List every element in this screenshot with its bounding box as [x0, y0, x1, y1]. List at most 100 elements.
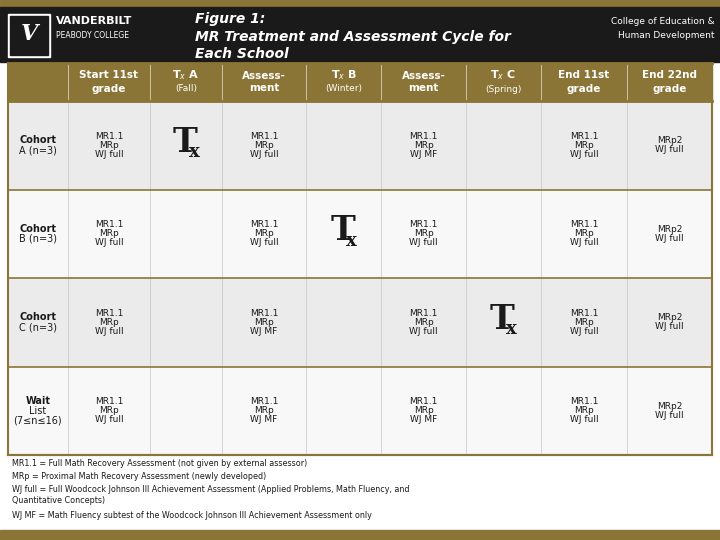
- Text: MRp: MRp: [414, 230, 433, 238]
- Text: WJ full: WJ full: [570, 327, 598, 336]
- Text: MRp: MRp: [414, 318, 433, 327]
- Text: MRp2: MRp2: [657, 136, 682, 145]
- Text: x: x: [506, 320, 517, 338]
- Text: MRp: MRp: [574, 141, 594, 150]
- Text: Figure 1:: Figure 1:: [195, 12, 265, 26]
- Text: MRp: MRp: [99, 230, 119, 238]
- Text: (Fall): (Fall): [175, 84, 197, 93]
- Text: MRp2: MRp2: [657, 313, 682, 322]
- Text: Cohort: Cohort: [19, 135, 56, 145]
- Text: WJ full: WJ full: [655, 411, 684, 420]
- Text: MRp: MRp: [414, 141, 433, 150]
- Text: MR1.1: MR1.1: [410, 220, 438, 230]
- Text: MRp = Proximal Math Recovery Assessment (newly developed): MRp = Proximal Math Recovery Assessment …: [12, 472, 266, 481]
- Text: WJ MF: WJ MF: [251, 327, 278, 336]
- Text: MR1.1: MR1.1: [250, 397, 278, 406]
- Bar: [8, 367, 712, 455]
- Text: WJ full: WJ full: [95, 415, 123, 424]
- Bar: [8, 278, 712, 367]
- Text: MRp: MRp: [254, 406, 274, 415]
- Text: C (n=3): C (n=3): [19, 322, 57, 332]
- Text: WJ full: WJ full: [95, 327, 123, 336]
- Bar: [0, 530, 720, 540]
- Text: WJ MF: WJ MF: [410, 415, 437, 424]
- Text: WJ full: WJ full: [655, 145, 684, 154]
- Text: grade: grade: [567, 84, 601, 94]
- Bar: [8, 63, 712, 101]
- Text: Cohort: Cohort: [19, 224, 56, 234]
- Text: Assess-
ment: Assess- ment: [242, 71, 286, 93]
- Text: MR1.1: MR1.1: [95, 309, 123, 318]
- Text: MRp: MRp: [99, 141, 119, 150]
- Text: List: List: [30, 406, 47, 416]
- Text: PEABODY COLLEGE: PEABODY COLLEGE: [56, 30, 129, 39]
- Text: T$_x$ C: T$_x$ C: [490, 68, 516, 82]
- Text: WJ full: WJ full: [409, 238, 438, 247]
- Text: grade: grade: [92, 84, 126, 94]
- Text: MR1.1: MR1.1: [410, 132, 438, 141]
- Text: MRp: MRp: [254, 141, 274, 150]
- Text: MRp: MRp: [254, 318, 274, 327]
- Text: MRp: MRp: [99, 318, 119, 327]
- Text: End 11st: End 11st: [558, 70, 610, 80]
- Text: MR Treatment and Assessment Cycle for: MR Treatment and Assessment Cycle for: [195, 30, 511, 44]
- Text: MR1.1: MR1.1: [410, 309, 438, 318]
- Bar: [0, 7, 720, 62]
- Text: (Spring): (Spring): [485, 84, 521, 93]
- Text: MRp: MRp: [574, 230, 594, 238]
- Bar: [0, 0, 720, 7]
- Bar: [8, 14, 50, 57]
- Text: MRp: MRp: [574, 406, 594, 415]
- Text: A (n=3): A (n=3): [19, 145, 57, 156]
- Text: T$_x$ A: T$_x$ A: [172, 68, 199, 82]
- Text: WJ full: WJ full: [95, 238, 123, 247]
- Text: WJ full: WJ full: [95, 150, 123, 159]
- Text: x: x: [346, 232, 357, 249]
- Text: WJ full: WJ full: [570, 415, 598, 424]
- Text: WJ full: WJ full: [570, 150, 598, 159]
- Bar: [8, 101, 712, 190]
- Text: WJ MF = Math Fluency subtest of the Woodcock Johnson III Achievement Assessment : WJ MF = Math Fluency subtest of the Wood…: [12, 511, 372, 520]
- Text: x: x: [189, 143, 199, 161]
- Text: MR1.1: MR1.1: [95, 132, 123, 141]
- Text: MR1.1: MR1.1: [570, 132, 598, 141]
- Text: B (n=3): B (n=3): [19, 234, 57, 244]
- Text: WJ full: WJ full: [655, 322, 684, 331]
- Text: grade: grade: [652, 84, 687, 94]
- Text: MR1.1: MR1.1: [410, 397, 438, 406]
- Bar: [8, 190, 712, 278]
- Text: WJ MF: WJ MF: [251, 415, 278, 424]
- Text: MR1.1: MR1.1: [250, 220, 278, 230]
- Text: MR1.1: MR1.1: [250, 132, 278, 141]
- Text: WJ full: WJ full: [409, 327, 438, 336]
- Text: End 22nd: End 22nd: [642, 70, 697, 80]
- Text: T$_x$ B: T$_x$ B: [330, 68, 357, 82]
- Text: MRp: MRp: [254, 230, 274, 238]
- Text: Quantitative Concepts): Quantitative Concepts): [12, 496, 105, 505]
- Text: MR1.1: MR1.1: [570, 397, 598, 406]
- Text: WJ full: WJ full: [250, 150, 278, 159]
- Text: (7≤n≤16): (7≤n≤16): [14, 416, 62, 426]
- Text: MR1.1: MR1.1: [250, 309, 278, 318]
- Text: Each School: Each School: [195, 47, 289, 61]
- Text: WJ full: WJ full: [570, 238, 598, 247]
- Text: MR1.1: MR1.1: [570, 309, 598, 318]
- Text: WJ full: WJ full: [250, 238, 278, 247]
- Text: Wait: Wait: [25, 396, 50, 406]
- Text: College of Education &: College of Education &: [611, 17, 715, 25]
- Text: T: T: [173, 126, 197, 159]
- Text: MRp2: MRp2: [657, 402, 682, 411]
- Text: MR1.1: MR1.1: [570, 220, 598, 230]
- Text: (Winter): (Winter): [325, 84, 362, 93]
- Text: WJ full: WJ full: [655, 234, 684, 243]
- Text: MRp: MRp: [574, 318, 594, 327]
- Text: Assess-
ment: Assess- ment: [402, 71, 446, 93]
- Text: Cohort: Cohort: [19, 312, 56, 322]
- Text: T: T: [330, 214, 355, 247]
- Text: MR1.1: MR1.1: [95, 397, 123, 406]
- Text: T: T: [490, 303, 515, 336]
- Text: WJ full = Full Woodcock Johnson III Achievement Assessment (Applied Problems, Ma: WJ full = Full Woodcock Johnson III Achi…: [12, 485, 410, 494]
- Text: VANDERBILT: VANDERBILT: [56, 16, 132, 26]
- Text: MR1.1: MR1.1: [95, 220, 123, 230]
- Text: MRp: MRp: [99, 406, 119, 415]
